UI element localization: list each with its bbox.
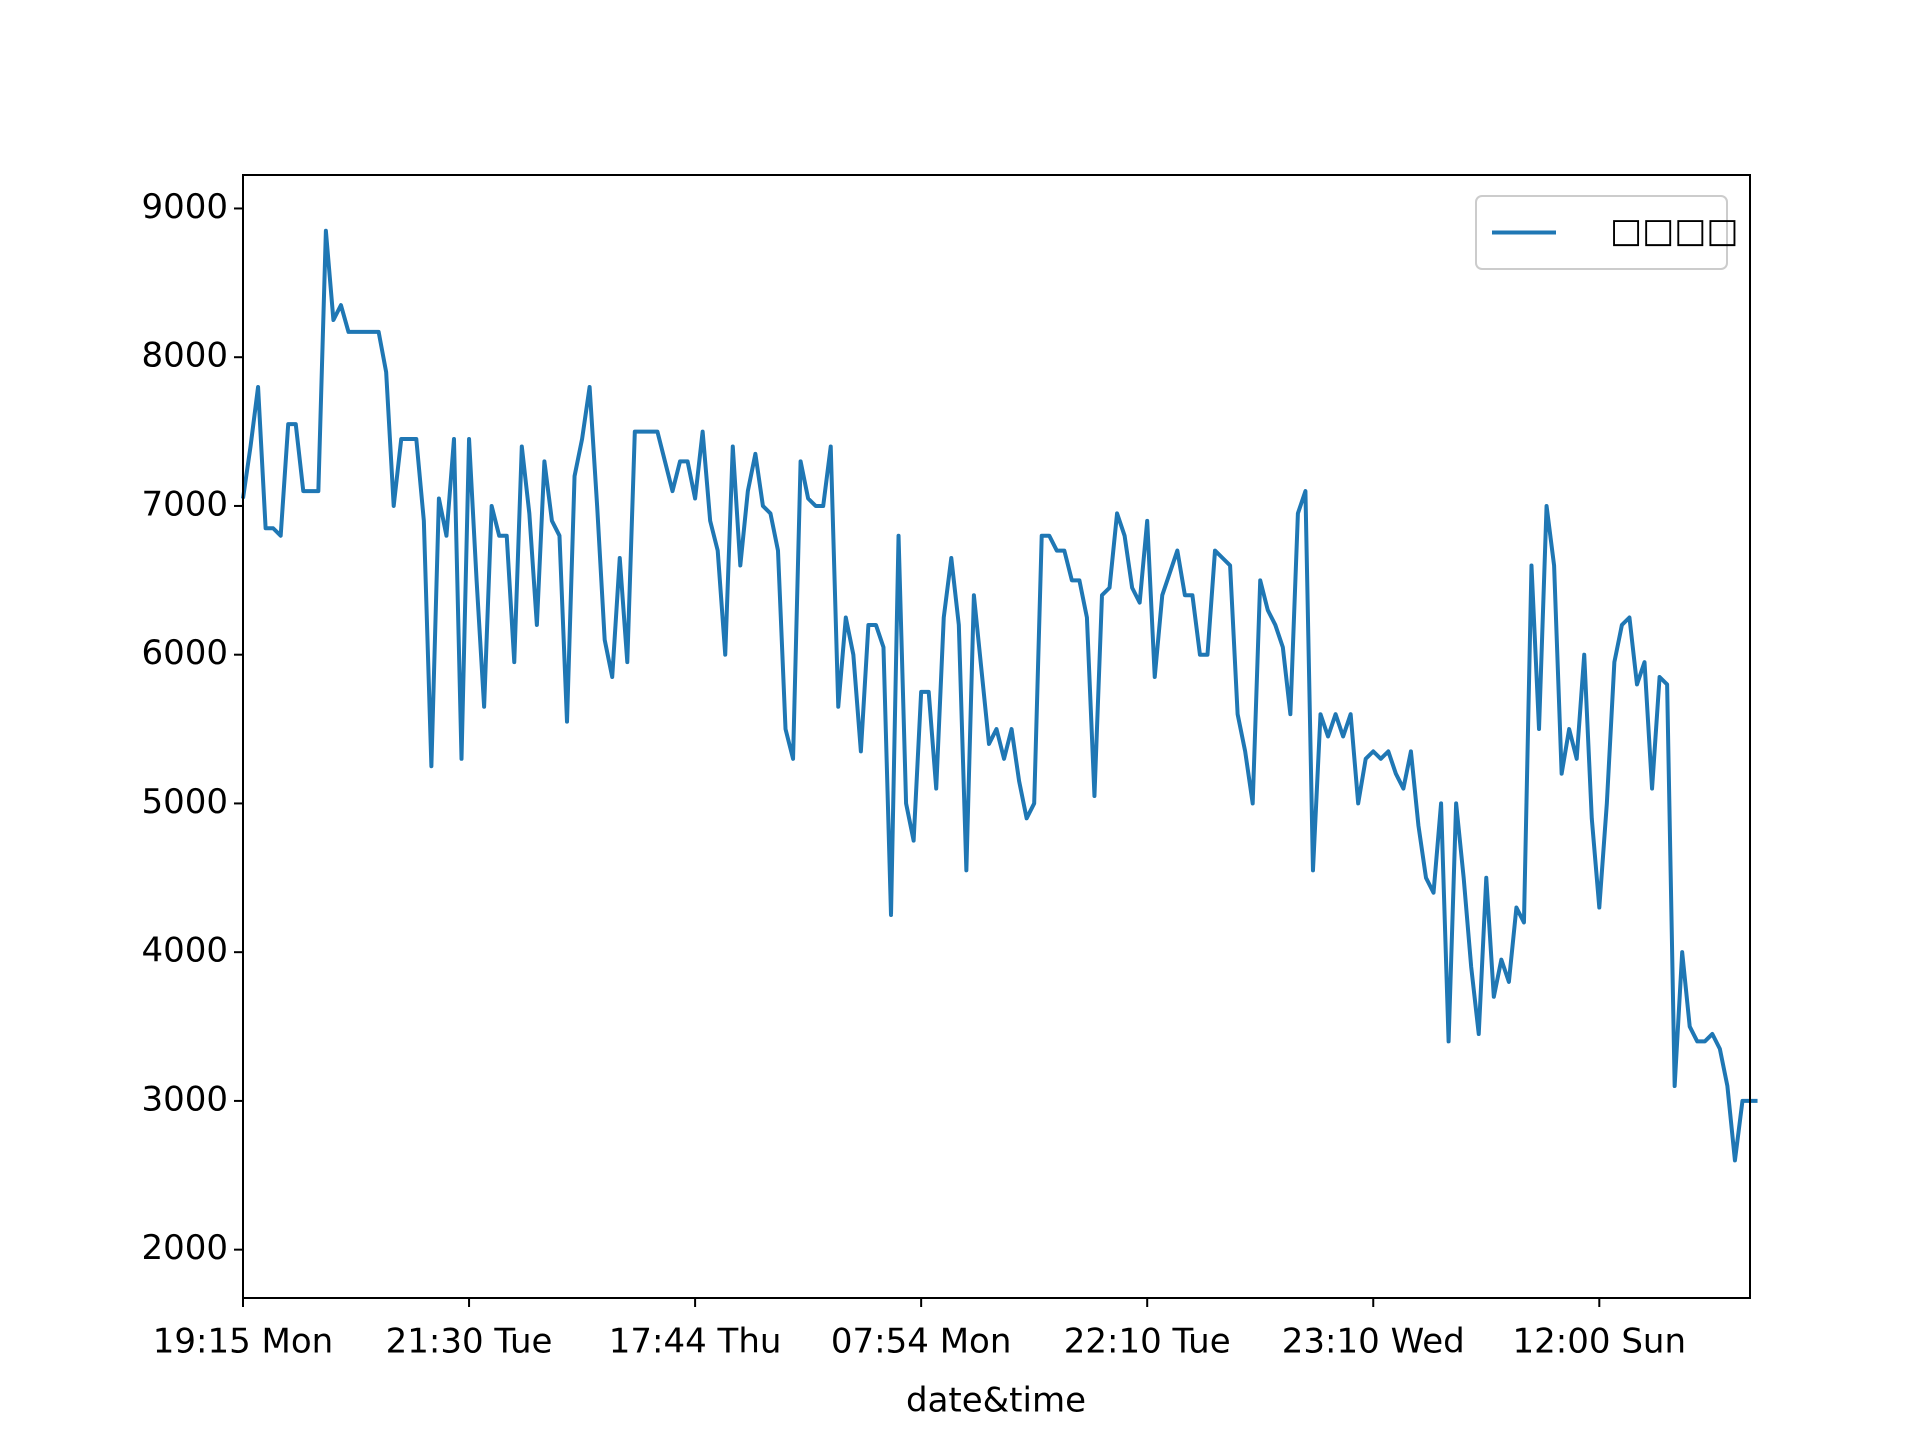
x-tick-label: 19:15 Mon (153, 1322, 333, 1362)
y-tick-label: 6000 (141, 633, 228, 673)
legend-label: □□□□ (1610, 211, 1739, 251)
legend-frame (1475, 195, 1728, 270)
y-tick-label: 4000 (141, 931, 228, 971)
x-tick-label: 23:10 Wed (1282, 1322, 1465, 1362)
data-line (241, 228, 1758, 1163)
y-tick-label: 7000 (141, 484, 228, 524)
y-tick-label: 9000 (141, 187, 228, 227)
x-tick-label: 12:00 Sun (1513, 1322, 1686, 1362)
x-tick-label: 22:10 Tue (1064, 1322, 1231, 1362)
x-tick-label: 21:30 Tue (386, 1322, 553, 1362)
y-tick-label: 8000 (141, 336, 228, 376)
y-tick-label: 3000 (141, 1079, 228, 1119)
x-tick-label: 17:44 Thu (609, 1322, 782, 1362)
x-axis-label: date&time (906, 1381, 1086, 1421)
y-tick-label: 5000 (141, 782, 228, 822)
y-tick-label: 2000 (141, 1228, 228, 1268)
plot-frame (242, 174, 1751, 1299)
x-tick-label: 07:54 Mon (831, 1322, 1011, 1362)
